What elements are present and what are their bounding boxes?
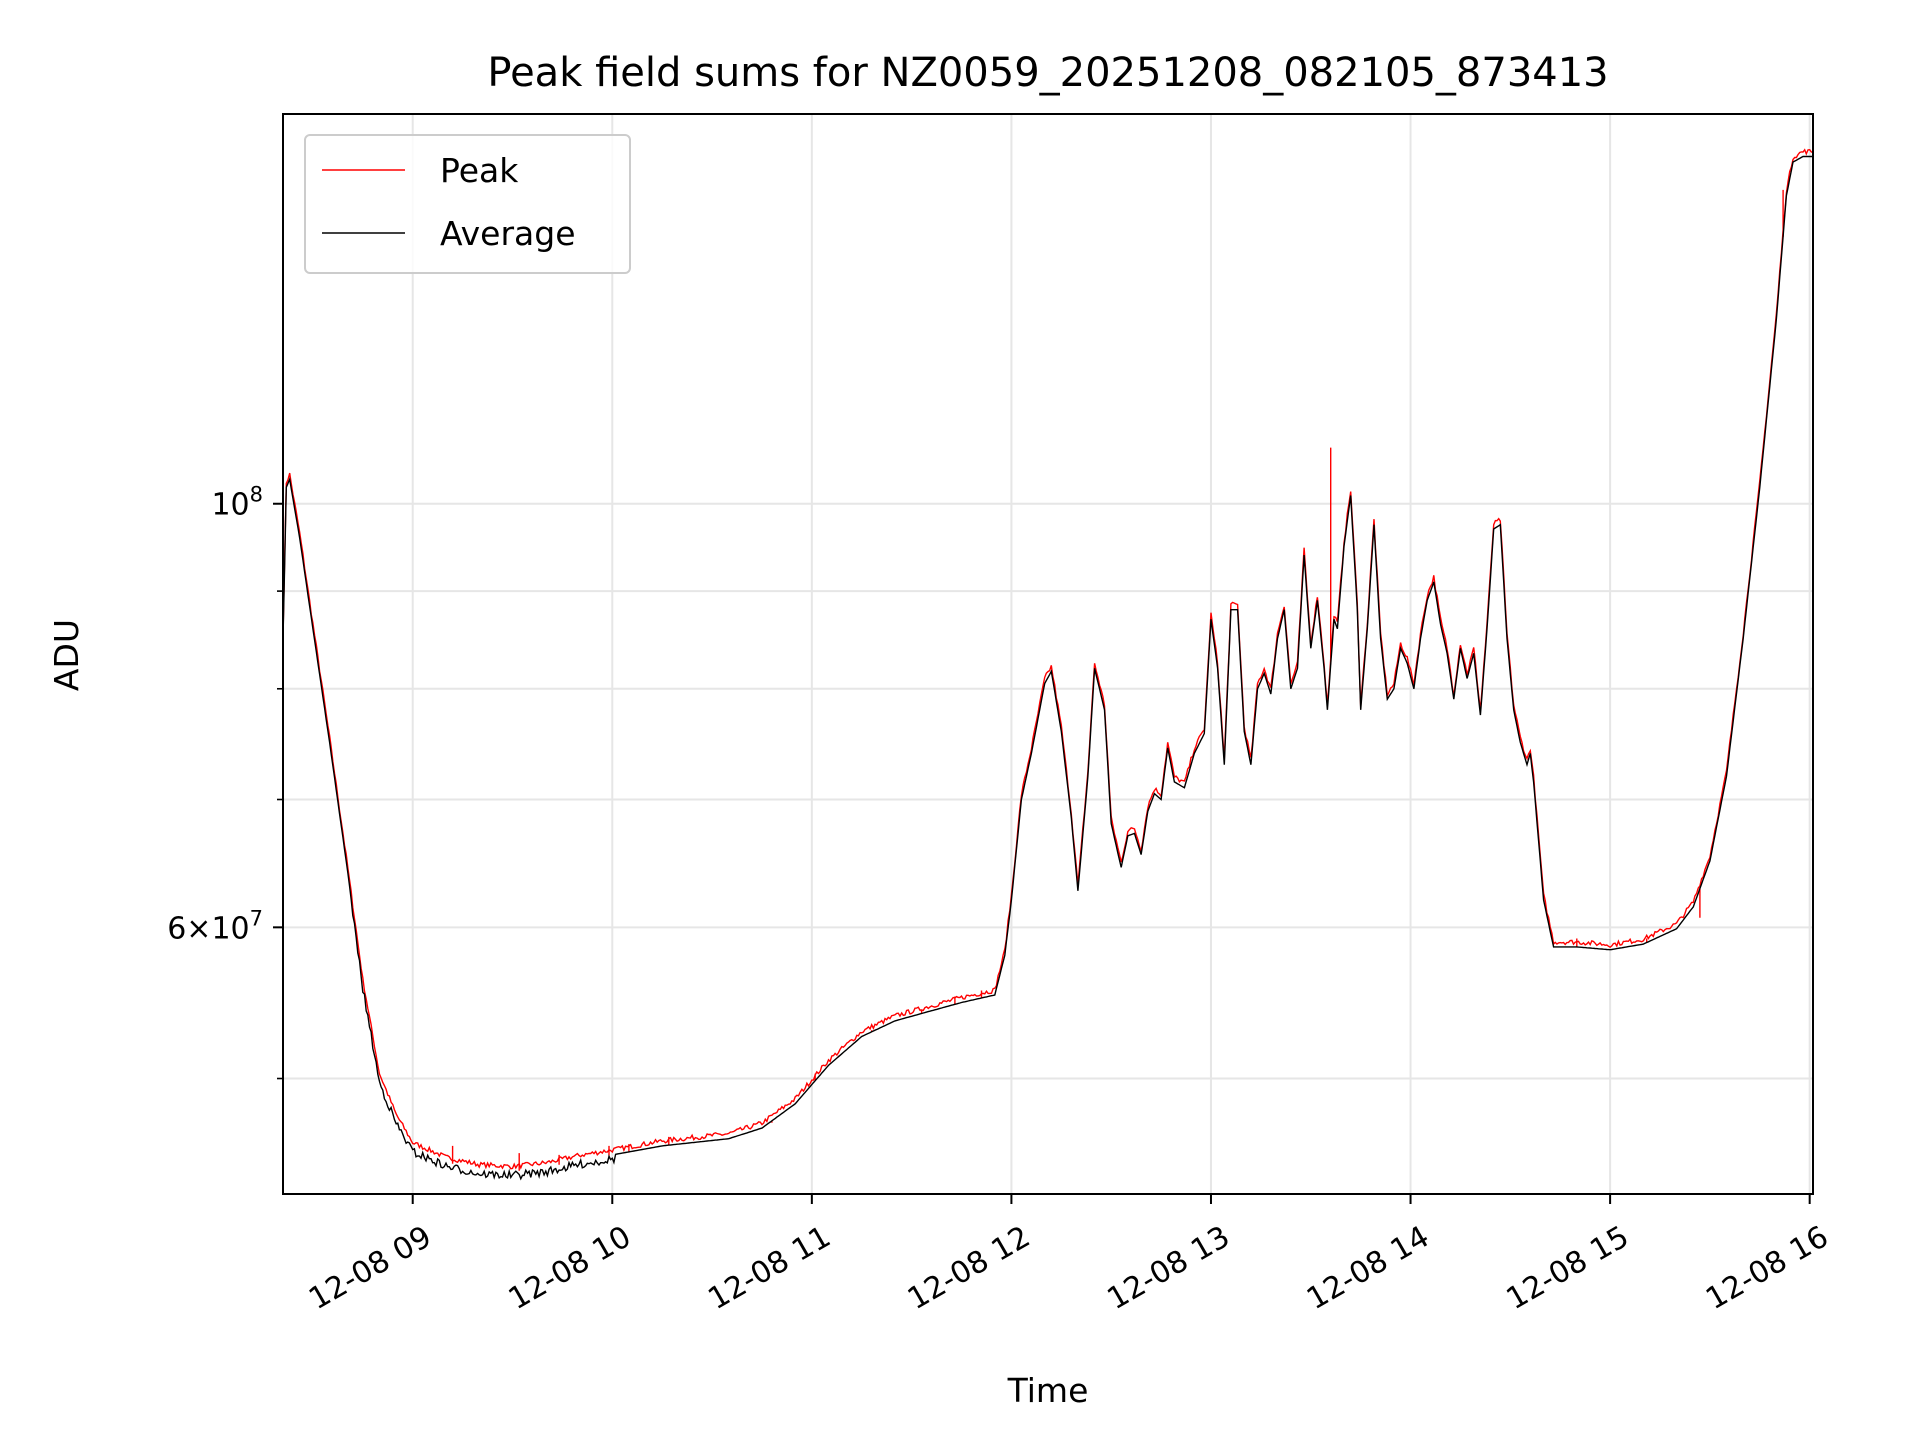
y-tick-label: 108: [211, 483, 263, 523]
legend: Peak Average: [304, 134, 631, 274]
y-axis-title: ADU: [47, 619, 86, 691]
grid: [283, 114, 1813, 1194]
legend-label-peak: Peak: [440, 151, 519, 190]
series-line-average: [282, 155, 1813, 1181]
x-axis-title: Time: [1007, 1371, 1089, 1410]
series-line-peak: [282, 148, 1814, 1171]
legend-label-average: Average: [440, 214, 576, 253]
y-tick-label: 6×107: [167, 906, 263, 946]
plot-frame: [282, 113, 1814, 1195]
plot-series: [282, 148, 1814, 1181]
chart-title: Peak field sums for NZ0059_20251208_0821…: [487, 50, 1608, 96]
